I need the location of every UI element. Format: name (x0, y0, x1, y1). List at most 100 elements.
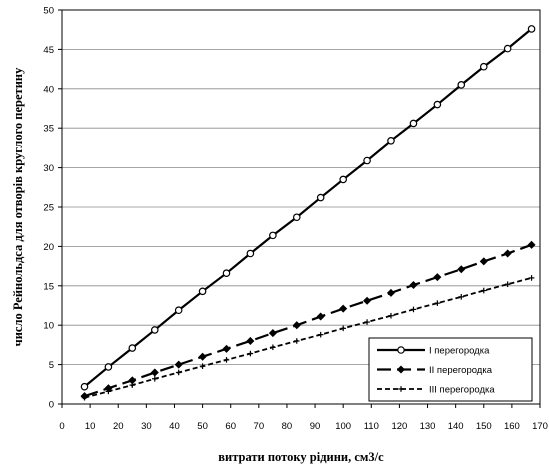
grid (62, 49, 540, 366)
series-2-point (268, 329, 277, 338)
series-2-point (198, 352, 207, 361)
legend-label-1: I перегородка (429, 346, 490, 357)
series-1-point (174, 306, 183, 315)
series-1-point (409, 119, 418, 128)
x-axis-title: витрати потоку рідини, см3/с (218, 450, 384, 464)
series-2-point (339, 304, 348, 313)
series-1-point (292, 213, 301, 222)
series-2 (80, 240, 536, 401)
y-tick-label: 5 (49, 360, 54, 371)
series-2-point (363, 296, 372, 305)
series-2-point (174, 360, 183, 369)
series-1-point (198, 287, 207, 296)
series-3-point (105, 388, 112, 395)
series-3-point (340, 325, 346, 332)
series-3-point (199, 363, 206, 369)
series-3-point (410, 306, 417, 313)
series-3-point (504, 281, 511, 288)
series-2-point (409, 280, 418, 290)
y-tick-label: 35 (43, 124, 54, 135)
series-3-point (388, 312, 394, 319)
series-3-point (223, 357, 230, 363)
series-1-point (457, 81, 466, 89)
series-2-point (457, 265, 466, 274)
x-tick-label: 60 (225, 421, 236, 432)
series-1-point (339, 175, 347, 184)
y-tick-label: 10 (43, 321, 54, 332)
legend-label-2: II перегородка (429, 365, 493, 376)
legend: I перегородка II перегородка III перегород… (368, 337, 533, 402)
series-1-point (503, 44, 512, 53)
series-3-point (81, 394, 88, 401)
series-3-point (293, 338, 300, 344)
x-tick-label: 150 (476, 421, 492, 432)
series-1-point (128, 344, 137, 352)
series-3-point (434, 300, 441, 306)
x-tick-label: 10 (85, 421, 96, 432)
y-tick-label: 20 (43, 242, 54, 253)
series-2-point (386, 288, 396, 297)
series-1-point (316, 193, 325, 202)
plot-frame (61, 9, 541, 405)
series-1-point (104, 363, 113, 371)
y-axis-title: число Рейнольдса для отворів круглого пе… (11, 67, 25, 346)
series-3-point (151, 375, 158, 382)
series-1-point (150, 326, 159, 334)
series-1-point (222, 269, 231, 277)
x-tick-label: 100 (335, 421, 351, 432)
series-1-point (363, 156, 371, 165)
y-tick-label: 45 (43, 45, 54, 56)
x-tick-label: 90 (310, 421, 321, 432)
series-3-point (364, 319, 370, 325)
series-1-point (246, 249, 255, 258)
series-1-point (527, 25, 536, 33)
x-tick-label: 40 (169, 421, 180, 432)
series-3-point (247, 350, 254, 357)
x-tick-label: 50 (197, 421, 208, 432)
x-tick-label: 130 (420, 421, 436, 432)
series-2-point (503, 249, 512, 258)
series-3-point (458, 294, 465, 300)
series-3 (81, 275, 535, 401)
x-tick-label: 140 (448, 421, 464, 432)
x-tick-label: 110 (364, 421, 379, 432)
legend-marker-3 (398, 386, 404, 392)
series-2-line (84, 243, 532, 398)
tick-labels: 0 5 10 15 20 25 30 35 40 45 50 0 10 20 30 40 50 60 70 80 90 1… (43, 6, 548, 433)
series-3-line (84, 277, 532, 399)
legend-box (368, 337, 533, 402)
x-tick-label: 20 (113, 421, 124, 432)
series-1 (80, 25, 536, 391)
axes (58, 9, 541, 408)
series-2-point (433, 273, 442, 282)
series-2-point (292, 321, 301, 330)
y-tick-label: 30 (43, 163, 54, 174)
series-2-point (246, 336, 255, 345)
y-tick-label: 25 (43, 203, 54, 214)
y-tick-label: 15 (43, 281, 54, 292)
series-3-point (129, 382, 136, 388)
series-1-point (479, 62, 488, 71)
series-layer (80, 25, 536, 401)
y-tick-label: 0 (49, 400, 54, 411)
x-tick-label: 80 (282, 421, 293, 432)
series-2-point (527, 240, 536, 249)
series-2-point (316, 312, 325, 321)
y-tick-label: 50 (43, 6, 54, 17)
x-tick-label: 70 (254, 421, 265, 432)
x-tick-label: 30 (141, 421, 152, 432)
series-3-point (175, 369, 182, 376)
legend-marker-1 (397, 346, 405, 354)
series-1-point (387, 137, 395, 145)
series-1-point (80, 382, 89, 391)
x-tick-label: 170 (532, 421, 548, 432)
series-1-point (433, 100, 442, 109)
x-tick-label: 160 (504, 421, 520, 432)
legend-marker-2 (396, 365, 406, 374)
series-3-point (528, 275, 535, 281)
series-1-point (269, 231, 277, 240)
series-1-line (83, 28, 533, 388)
series-2-point (150, 368, 159, 377)
series-2-point (222, 344, 231, 353)
